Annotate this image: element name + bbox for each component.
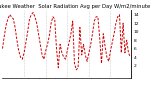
Title: Milwaukee Weather  Solar Radiation Avg per Day W/m2/minute: Milwaukee Weather Solar Radiation Avg pe…: [0, 4, 150, 9]
